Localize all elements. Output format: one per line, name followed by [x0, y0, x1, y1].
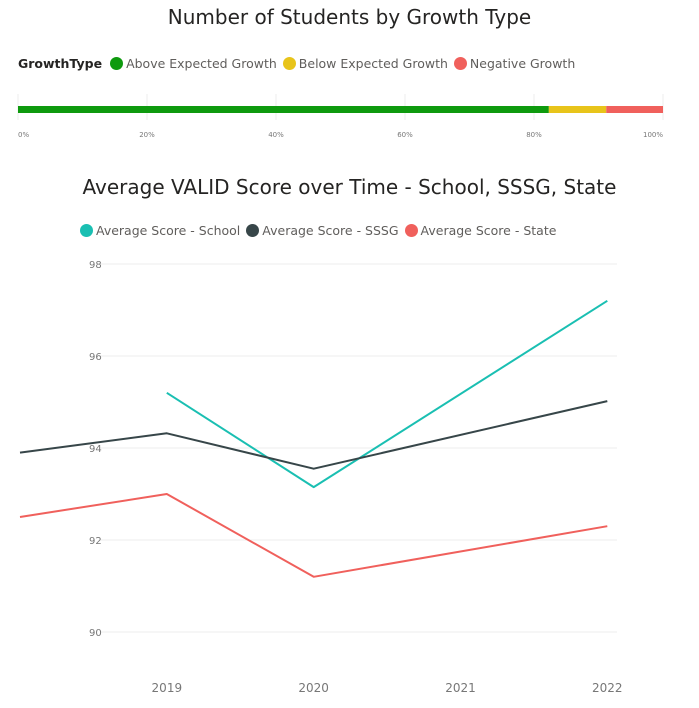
x-tick-label: 2019 — [152, 681, 183, 695]
growth-legend-title: GrowthType — [18, 56, 103, 71]
legend-dot-icon — [246, 224, 260, 237]
score-chart-title: Average VALID Score over Time - School, … — [82, 175, 617, 199]
x-tick-label: 2020 — [298, 681, 329, 695]
y-tick-label: 96 — [89, 352, 102, 363]
growth-chart-title: Number of Students by Growth Type — [167, 5, 532, 29]
legend-item-above-expected[interactable]: Above Expected Growth — [110, 56, 277, 71]
legend-label: Average Score - State — [420, 223, 557, 238]
legend-dot-icon — [80, 224, 93, 237]
legend-item-below-expected[interactable]: Below Expected Growth — [282, 56, 448, 71]
legend-dot-icon — [404, 224, 418, 237]
legend-label: Average Score - SSSG — [262, 223, 399, 238]
legend-dot-icon — [110, 57, 124, 70]
x-tick-label: 2021 — [445, 681, 476, 695]
series-line — [19, 400, 608, 470]
legend-dot-icon — [453, 57, 467, 70]
legend-label: Above Expected Growth — [126, 56, 277, 71]
bar-segment — [18, 106, 549, 113]
legend-label: Average Score - School — [96, 223, 241, 238]
bar-segment — [548, 106, 607, 113]
y-tick-label: 90 — [89, 628, 102, 639]
y-tick-label: 98 — [89, 260, 102, 271]
series-line — [166, 299, 608, 489]
x-tick-label: 80% — [526, 131, 542, 139]
bar-segment — [606, 106, 663, 113]
legend-item-state[interactable]: Average Score - State — [404, 223, 557, 238]
x-tick-label: 60% — [397, 131, 413, 139]
legend-label: Below Expected Growth — [298, 56, 448, 71]
legend-item-sssg[interactable]: Average Score - SSSG — [246, 223, 399, 238]
series-line — [19, 493, 608, 578]
legend-item-school[interactable]: Average Score - School — [80, 223, 240, 238]
x-tick-label: 100% — [643, 131, 663, 139]
x-tick-label: 0% — [18, 131, 29, 139]
x-tick-label: 20% — [139, 131, 155, 139]
y-tick-label: 92 — [89, 536, 102, 547]
growth-legend: GrowthType Above Expected Growth Below E… — [18, 56, 581, 71]
legend-label: Negative Growth — [469, 56, 576, 71]
y-tick-label: 94 — [89, 444, 102, 455]
score-legend: Average Score - School Average Score - S… — [80, 223, 562, 238]
x-tick-label: 40% — [268, 131, 284, 139]
x-tick-label: 2022 — [592, 681, 623, 695]
legend-dot-icon — [282, 57, 296, 70]
legend-item-negative[interactable]: Negative Growth — [453, 56, 576, 71]
